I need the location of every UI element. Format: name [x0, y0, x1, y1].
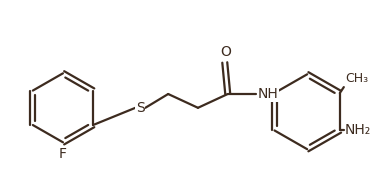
Text: NH₂: NH₂ — [345, 123, 371, 137]
Text: NH: NH — [257, 87, 278, 101]
Text: O: O — [220, 45, 231, 59]
Text: S: S — [136, 101, 145, 115]
Text: CH₃: CH₃ — [345, 72, 368, 85]
Text: F: F — [59, 147, 67, 161]
